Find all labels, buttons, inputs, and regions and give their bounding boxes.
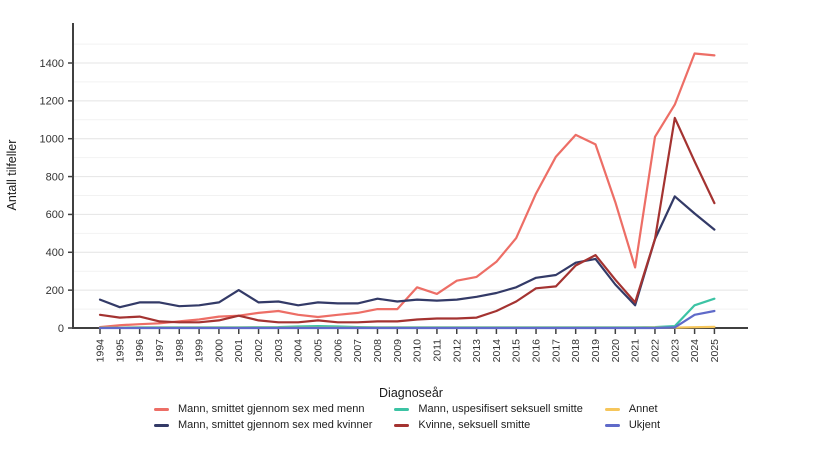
x-tick-label: 1997: [154, 339, 166, 363]
legend-label: Mann, uspesifisert seksuell smitte: [418, 403, 583, 415]
x-tick-label: 1998: [174, 339, 186, 363]
x-tick-label: 2013: [471, 339, 483, 363]
legend-swatch-icon: [604, 423, 620, 427]
y-axis-title: Antall tilfeller: [5, 139, 19, 211]
legend-item-unknown[interactable]: Ukjent: [604, 417, 661, 433]
x-tick-label: 2017: [550, 339, 562, 363]
legend-item-women[interactable]: Kvinne, seksuell smitte: [394, 417, 582, 433]
x-tick-label: 2018: [570, 339, 582, 363]
legend-label: Annet: [628, 403, 658, 415]
legend-item-msm[interactable]: Mann, smittet gjennom sex med menn: [153, 401, 372, 417]
y-axis-ticks: 0 200 400 600 800 1000 1200 1400: [40, 58, 72, 335]
x-tick-label: 2008: [372, 339, 384, 363]
legend-grid: Mann, smittet gjennom sex med menn Mann,…: [153, 401, 661, 433]
y-tick-label: 400: [46, 247, 64, 259]
x-tick-label: 1994: [95, 339, 107, 363]
x-tick-label: 2009: [392, 339, 404, 363]
legend-item-other[interactable]: Annet: [604, 401, 660, 417]
x-tick-label: 2002: [253, 339, 265, 363]
x-tick-label: 2020: [610, 339, 622, 363]
x-tick-label: 2006: [332, 339, 344, 363]
legend-label: Mann, smittet gjennom sex med menn: [177, 403, 365, 415]
x-tick-label: 1995: [114, 339, 126, 363]
x-tick-label: 2014: [491, 339, 503, 363]
minor-gridlines: [74, 43, 748, 310]
legend-item-msw[interactable]: Mann, smittet gjennom sex med kvinner: [153, 417, 373, 433]
x-tick-label: 2025: [709, 339, 721, 363]
major-gridlines: [74, 62, 748, 291]
series-line-3: [98, 116, 716, 324]
x-tick-label: 2001: [233, 339, 245, 363]
legend-swatch-icon: [153, 423, 169, 427]
legend-swatch-icon: [604, 407, 620, 411]
x-tick-label: 2019: [590, 339, 602, 363]
series-line-5: [98, 309, 716, 330]
legend-label: Kvinne, seksuell smitte: [418, 419, 531, 431]
x-tick-label: 2021: [630, 339, 642, 363]
x-tick-label: 2005: [313, 339, 325, 363]
y-tick-label: 200: [46, 285, 64, 297]
y-tick-label: 800: [46, 171, 64, 183]
x-tick-label: 2023: [669, 339, 681, 363]
x-tick-label: 2007: [352, 339, 364, 363]
legend-label: Mann, smittet gjennom sex med kvinner: [177, 419, 373, 431]
x-axis-title: Diagnoseår: [379, 386, 443, 400]
x-tick-label: 2024: [689, 339, 701, 363]
legend-swatch-icon: [394, 423, 410, 427]
x-tick-label: 2004: [293, 339, 305, 363]
x-tick-label: 1999: [194, 339, 206, 363]
legend-item-unspecified[interactable]: Mann, uspesifisert seksuell smitte: [394, 401, 583, 417]
x-tick-label: 1996: [134, 339, 146, 363]
y-tick-label: 1400: [40, 58, 64, 70]
x-tick-label: 2016: [531, 339, 543, 363]
legend-swatch-icon: [153, 407, 169, 411]
y-tick-label: 0: [58, 323, 64, 335]
x-axis-ticks: 1994 1995 1996 1997 1998 1999 2000 2001 2002 2003…: [95, 329, 721, 362]
legend-swatch-icon: [394, 407, 410, 411]
y-tick-label: 1200: [40, 96, 64, 108]
x-tick-label: 2015: [511, 339, 523, 363]
x-tick-label: 2010: [412, 339, 424, 363]
x-tick-label: 2003: [273, 339, 285, 363]
series-line-0: [98, 52, 716, 329]
x-tick-label: 2022: [649, 339, 661, 363]
y-tick-label: 600: [46, 209, 64, 221]
legend-label: Ukjent: [628, 419, 661, 431]
y-tick-label: 1000: [40, 134, 64, 146]
x-tick-label: 2011: [431, 339, 443, 362]
x-tick-label: 2000: [213, 339, 225, 363]
legend: Mann, smittet gjennom sex med menn Mann,…: [0, 401, 814, 433]
x-tick-label: 2012: [451, 339, 463, 363]
series-line-1: [98, 195, 716, 309]
